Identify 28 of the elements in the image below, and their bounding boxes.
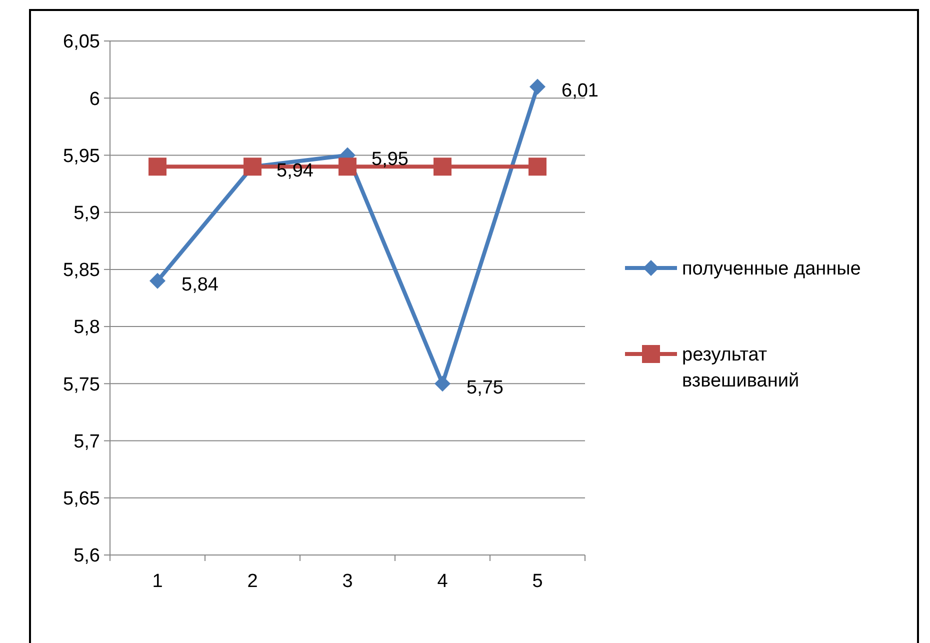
y-tick-label: 5,6	[74, 546, 100, 567]
point	[150, 272, 166, 289]
point	[528, 158, 546, 176]
point	[530, 78, 546, 95]
x-tick-label: 3	[342, 571, 353, 592]
y-tick-label: 5,95	[63, 146, 100, 167]
legend-label: результат взвешиваний	[682, 344, 800, 392]
data-label: 5,84	[182, 274, 219, 296]
x-tick-label: 1	[152, 571, 163, 592]
y-tick-label: 5,9	[74, 202, 100, 224]
point	[434, 376, 450, 392]
y-tick-label: 5,65	[63, 488, 100, 510]
y-tick-label: 5,8	[74, 317, 100, 338]
x-tick-label: 4	[437, 571, 448, 592]
point	[338, 158, 356, 176]
data-label: 6,01	[562, 80, 598, 102]
point	[434, 158, 452, 176]
point	[148, 158, 166, 176]
y-tick-label: 5,75	[63, 374, 100, 396]
y-tick-label: 6	[89, 88, 100, 110]
data-label: 5,75	[466, 377, 504, 398]
y-tick-label: 5,7	[74, 431, 100, 452]
y-tick-label: 5,85	[63, 260, 100, 282]
y-tick-label: 6,05	[63, 32, 100, 53]
x-tick-label: 2	[247, 571, 258, 592]
x-tick-label: 5	[532, 571, 543, 592]
data-label: 5,95	[372, 148, 408, 170]
legend-label: полученные данные	[682, 258, 861, 280]
